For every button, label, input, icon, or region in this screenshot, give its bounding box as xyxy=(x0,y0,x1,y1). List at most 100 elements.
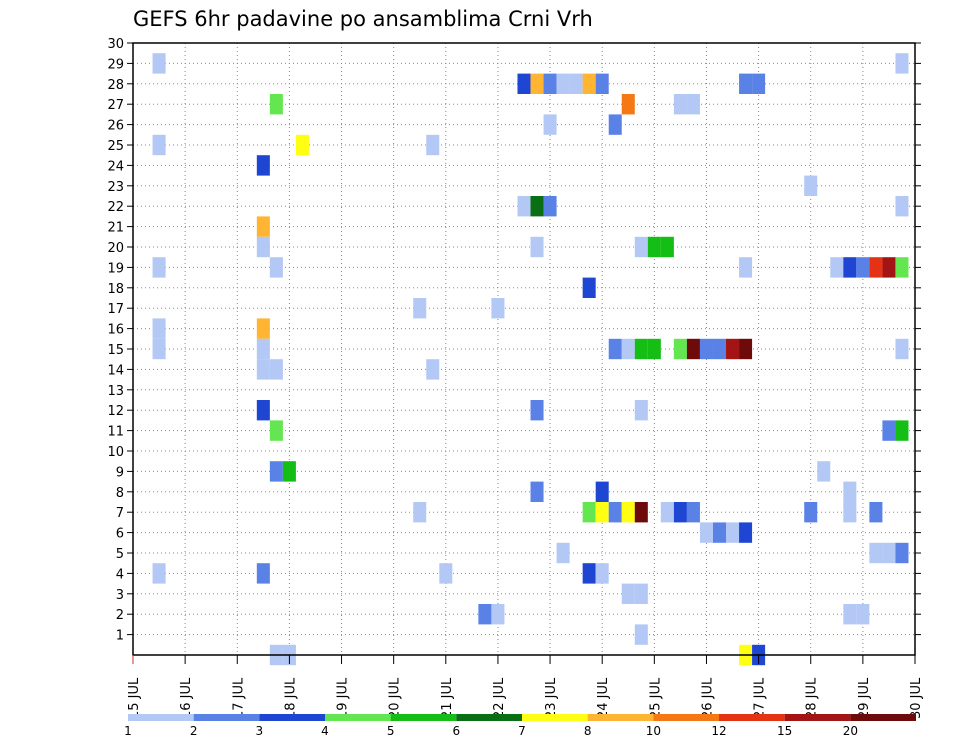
data-cell xyxy=(152,563,166,584)
data-cell xyxy=(726,338,740,360)
colorbar-label: 10 xyxy=(646,724,661,738)
data-cell xyxy=(634,502,648,523)
data-cell xyxy=(856,604,870,625)
data-cell xyxy=(895,257,909,278)
y-tick-label: 13 xyxy=(107,384,124,399)
data-cell xyxy=(256,236,270,258)
y-tick-label: 21 xyxy=(107,221,124,236)
colorbar-label: 1 xyxy=(124,724,132,738)
colorbar-swatch xyxy=(850,714,916,721)
data-cell xyxy=(739,338,753,360)
data-cell xyxy=(673,338,687,360)
x-tick-label: 22 JUL xyxy=(492,677,507,719)
data-cell xyxy=(843,604,857,625)
data-cell xyxy=(686,94,700,115)
data-cell xyxy=(869,542,883,564)
data-cell xyxy=(804,175,818,196)
data-cell xyxy=(426,134,440,156)
y-tick-label: 12 xyxy=(107,404,124,419)
x-tick-label: 23 JUL xyxy=(544,677,559,719)
data-cell xyxy=(595,502,609,523)
x-tick-label: 29 JUL xyxy=(857,677,872,719)
y-tick-label: 11 xyxy=(107,425,124,440)
data-cell xyxy=(608,338,622,360)
colorbar-swatch xyxy=(390,714,457,721)
data-cell xyxy=(413,298,427,319)
x-tick-label: 20 JUL xyxy=(388,677,403,719)
data-cell xyxy=(608,502,622,523)
data-cells xyxy=(152,53,909,666)
y-tick-label: 3 xyxy=(116,588,124,603)
data-cell xyxy=(582,563,596,584)
data-cell xyxy=(686,338,700,360)
colorbar-swatch xyxy=(193,714,260,721)
data-cell xyxy=(295,134,309,156)
data-cell xyxy=(869,502,883,523)
colorbar-label: 12 xyxy=(711,724,726,738)
x-tick-label: 18 JUL xyxy=(283,677,298,719)
data-cell xyxy=(634,624,648,645)
data-cell xyxy=(530,73,544,94)
data-cell xyxy=(843,502,857,523)
data-cell xyxy=(426,359,440,380)
data-cell xyxy=(256,338,270,360)
y-tick-label: 1 xyxy=(116,629,124,644)
colorbar-label: 15 xyxy=(777,724,792,738)
data-cell xyxy=(660,236,674,258)
data-cell xyxy=(556,73,570,94)
data-cell xyxy=(647,236,661,258)
colorbar-swatch xyxy=(653,714,719,721)
colorbar-label: 3 xyxy=(256,724,264,738)
data-cell xyxy=(530,236,544,258)
data-cell xyxy=(882,257,896,278)
x-tick-label: 25 JUL xyxy=(648,677,663,719)
x-tick-label: 15 JUL xyxy=(127,677,142,719)
x-tick-label: 24 JUL xyxy=(596,677,611,719)
grid-lines xyxy=(133,43,915,655)
colorbar-swatch xyxy=(259,714,325,721)
data-cell xyxy=(582,277,596,298)
data-cell xyxy=(543,73,557,94)
data-cell xyxy=(256,359,270,380)
y-tick-label: 29 xyxy=(107,57,124,72)
x-tick-label: 17 JUL xyxy=(231,677,246,719)
colorbar-label: 7 xyxy=(518,724,526,738)
data-cell xyxy=(543,196,557,217)
data-cell xyxy=(621,338,635,360)
data-cell xyxy=(843,481,857,502)
data-cell xyxy=(621,583,635,604)
data-cell xyxy=(621,94,635,115)
data-cell xyxy=(517,73,531,94)
data-cell xyxy=(543,114,557,135)
data-cell xyxy=(478,604,492,625)
data-cell xyxy=(686,502,700,523)
data-cell xyxy=(152,338,166,360)
colorbar-label: 20 xyxy=(843,724,858,738)
data-cell xyxy=(256,563,270,584)
y-tick-label: 6 xyxy=(116,527,124,542)
data-cell xyxy=(282,461,296,482)
y-tick-label: 18 xyxy=(107,282,124,297)
data-cell xyxy=(699,522,713,543)
data-cell xyxy=(256,216,270,237)
data-cell xyxy=(256,155,270,176)
data-cell xyxy=(582,502,596,523)
y-tick-label: 9 xyxy=(116,465,124,480)
data-cell xyxy=(712,338,727,360)
data-cell xyxy=(660,502,674,523)
x-tick-label: 16 JUL xyxy=(179,677,194,719)
y-axis: 1234567891011121314151617181920212223242… xyxy=(107,37,921,644)
data-cell xyxy=(882,542,896,564)
x-tick-label: 21 JUL xyxy=(440,677,455,719)
y-tick-label: 4 xyxy=(116,567,124,582)
y-tick-label: 28 xyxy=(107,78,124,93)
colorbar-swatch xyxy=(522,714,588,721)
data-cell xyxy=(739,522,753,543)
data-cell xyxy=(895,420,909,441)
y-tick-label: 8 xyxy=(116,486,124,501)
colorbar-label: 4 xyxy=(321,724,329,738)
data-cell xyxy=(530,196,544,217)
colorbar-swatch xyxy=(784,714,851,721)
data-cell xyxy=(491,604,505,625)
x-axis: 15 JUL 16 JUL 17 JUL 18 JUL 19 JUL 20 JUL 21 J… xyxy=(127,655,924,719)
